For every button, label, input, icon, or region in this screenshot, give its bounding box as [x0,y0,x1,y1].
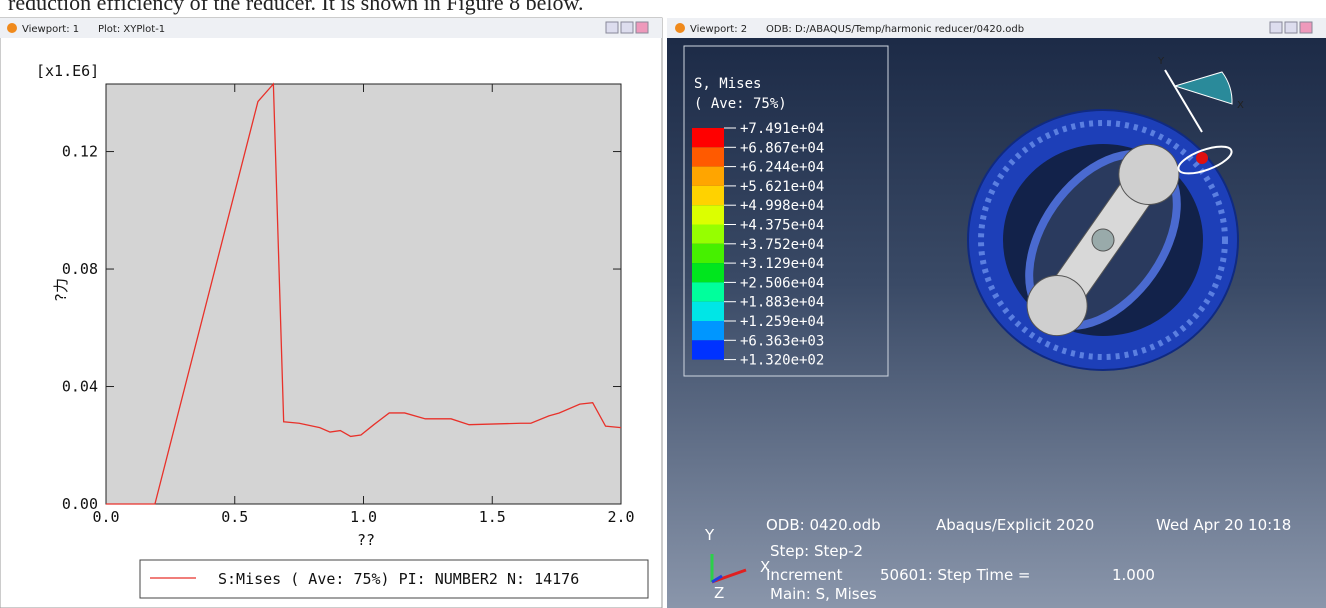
caption: reduction efficiency of the reducer. It … [8,0,584,15]
contour-label: +4.998e+04 [740,198,824,214]
window-buttons[interactable] [606,22,648,33]
contour-label: +7.491e+04 [740,121,824,137]
y-tick-label: 0.08 [62,260,98,278]
x-tick-label: 2.0 [607,508,634,526]
legend-subtitle: ( Ave: 75%) [694,96,787,112]
mini-triad-label: X [1237,100,1244,111]
legend-label: S:Mises ( Ave: 75%) PI: NUMBER2 N: 14176 [218,570,579,588]
contour-label: +3.129e+04 [740,256,824,272]
contour-label: +6.244e+04 [740,160,824,176]
contour-band [692,302,724,321]
contour-label: +6.363e+03 [740,333,824,349]
contour-label: +1.320e+02 [740,353,824,369]
contour-label: +5.621e+04 [740,179,824,195]
x-tick-label: 0.0 [92,508,119,526]
triad-label: Z [714,584,724,602]
contour-band [692,205,724,224]
info-version: Abaqus/Explicit 2020 [936,516,1094,534]
multiplier: [x1.E6] [36,62,99,80]
contour-label: +6.867e+04 [740,140,824,156]
app-icon [675,23,685,33]
contour-band [692,225,724,244]
app-icon [7,23,17,33]
viewport-title: Viewport: 1 [22,24,79,35]
contour-band [692,321,724,340]
y-tick-label: 0.04 [62,378,98,396]
contour-band [692,186,724,205]
info-variable: Main: S, Mises [770,585,877,603]
info-time-value: 1.000 [1112,566,1155,584]
contour-band [692,167,724,186]
screen: reduction efficiency of the reducer. It … [0,0,1326,608]
info-increment: Increment [766,566,843,584]
info-odb: ODB: 0420.odb [766,516,881,534]
x-tick-label: 1.0 [350,508,377,526]
contour-band [692,340,724,359]
info-step: Step: Step-2 [770,542,863,560]
contour-label: +1.259e+04 [740,314,824,330]
x-axis-label: ?? [357,531,375,549]
info-step-time: 50601: Step Time = [880,566,1031,584]
plot-area [106,84,621,504]
x-tick-label: 0.5 [221,508,248,526]
triad-label: Y [704,526,715,544]
contour-band [692,282,724,301]
viewport-title: Viewport: 2 [690,24,747,35]
info-date: Wed Apr 20 10:18 [1156,516,1291,534]
y-axis-label: ?力 [52,278,70,302]
contour-band [692,263,724,282]
contour-label: +3.752e+04 [740,237,824,253]
contour-label: +1.883e+04 [740,295,824,311]
y-tick-label: 0.12 [62,143,98,161]
plot-name: Plot: XYPlot-1 [98,24,165,35]
contour-band [692,128,724,147]
contour-band [692,147,724,166]
odb-path: ODB: D:/ABAQUS/Temp/harmonic reducer/042… [766,24,1024,35]
mini-triad-label: Y [1157,56,1165,67]
contour-label: +4.375e+04 [740,218,824,234]
contour-label: +2.506e+04 [740,275,824,291]
contour-band [692,244,724,263]
window-buttons[interactable] [1270,22,1312,33]
legend-title: S, Mises [694,76,761,92]
x-tick-label: 1.5 [479,508,506,526]
